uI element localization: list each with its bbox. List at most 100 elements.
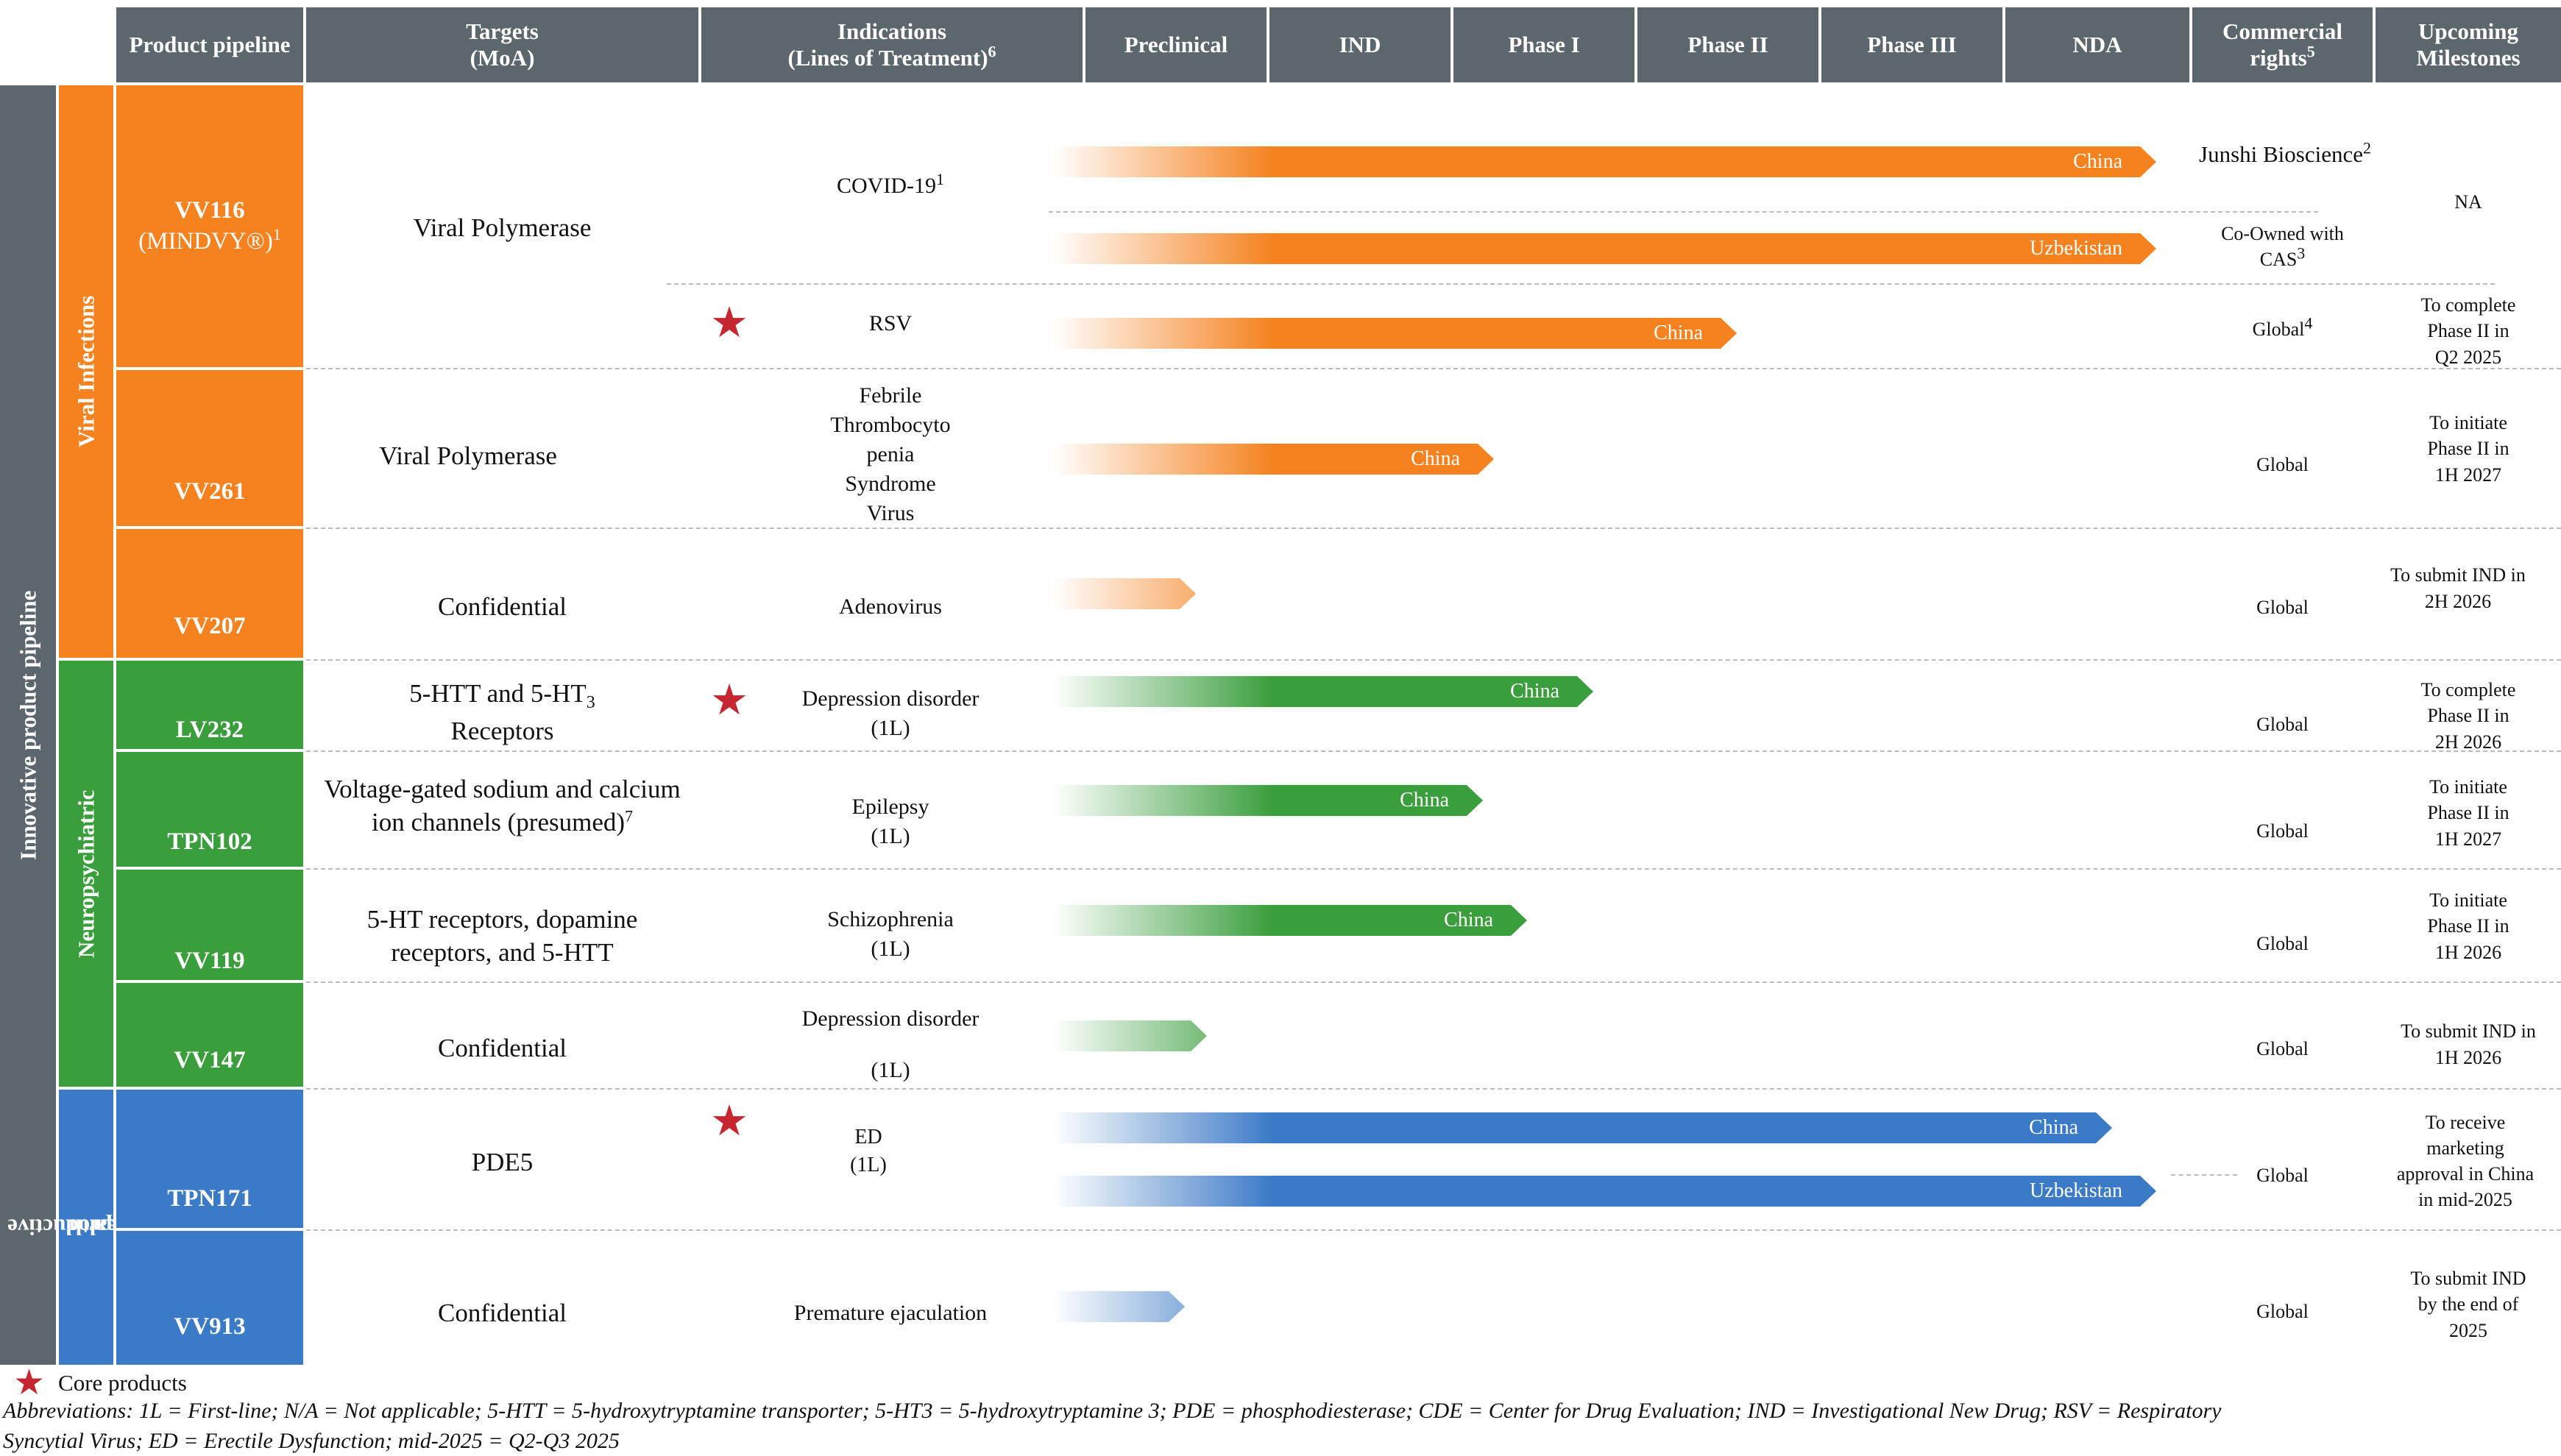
target-vv147: Confidential bbox=[438, 1034, 567, 1063]
progress-bar-vv116-rsv: China bbox=[1052, 318, 1737, 349]
bar-label: China bbox=[1400, 789, 1449, 812]
rights-vv116-covid-china: Junshi Bioscience2 bbox=[2199, 138, 2371, 167]
section-innovative-pipeline: Innovative product pipeline bbox=[0, 85, 56, 1365]
core-product-star-icon: ★ bbox=[13, 1363, 46, 1402]
category-viral-infections: Viral Infections bbox=[59, 85, 113, 658]
progress-bar-vv116-covid-china: China bbox=[1052, 146, 2156, 177]
category-reproductive-health: Reproductive health bbox=[7, 1090, 138, 1365]
milestone-vv261: To initiate Phase II in 1H 2027 bbox=[2427, 412, 2509, 486]
row-divider bbox=[667, 283, 2495, 285]
row-divider bbox=[306, 528, 2561, 529]
target-vv119: 5-HT receptors, dopamine receptors, and … bbox=[366, 904, 638, 967]
milestone-tpn102: To initiate Phase II in 1H 2027 bbox=[2427, 776, 2509, 850]
row-divider bbox=[306, 1229, 2561, 1231]
product-vv913: VV913 bbox=[116, 1231, 303, 1365]
indication-rsv: RSV bbox=[868, 310, 913, 335]
progress-bar-vv147 bbox=[1052, 1020, 1207, 1051]
header-stage-phase3: Phase III bbox=[1821, 7, 2002, 82]
bar-label: Uzbekistan bbox=[2030, 237, 2122, 260]
target-vv913: Confidential bbox=[438, 1299, 567, 1328]
rights-vv116-rsv: Global4 bbox=[2252, 313, 2313, 341]
milestone-vv147: To submit IND in 1H 2026 bbox=[2401, 1020, 2536, 1068]
milestone-lv232: To complete Phase II in 2H 2026 bbox=[2420, 679, 2516, 753]
indication-vv147: Depression disorder (1L) bbox=[801, 1006, 980, 1082]
row-divider bbox=[306, 750, 2561, 752]
rights-vv261: Global bbox=[2256, 454, 2309, 476]
row-divider bbox=[306, 368, 2561, 369]
product-tpn171: TPN171 bbox=[116, 1090, 303, 1228]
product-vv207: VV207 bbox=[116, 529, 303, 658]
progress-bar-vv119: China bbox=[1052, 905, 1527, 936]
row-divider bbox=[1049, 211, 2318, 213]
product-vv116: VV116 (MINDVY®)1 bbox=[116, 85, 303, 367]
milestone-vv913: To submit IND by the end of 2025 bbox=[2410, 1268, 2526, 1341]
header-stage-ind: IND bbox=[1269, 7, 1450, 82]
milestone-vv207: To submit IND in 2H 2026 bbox=[2390, 564, 2526, 612]
row-divider bbox=[306, 659, 2561, 661]
product-tpn102: TPN102 bbox=[116, 752, 303, 867]
header-stage-phase2: Phase II bbox=[1637, 7, 1818, 82]
progress-bar-vv116-covid-uzbekistan: Uzbekistan bbox=[1052, 233, 2156, 264]
milestone-vv119: To initiate Phase II in 1H 2026 bbox=[2427, 889, 2509, 963]
rights-vv913: Global bbox=[2256, 1301, 2309, 1323]
rights-tpn171: Global bbox=[2256, 1165, 2309, 1187]
bar-label: China bbox=[1510, 680, 1559, 703]
core-product-star-icon: ★ bbox=[710, 299, 748, 347]
indication-covid: COVID-191 bbox=[837, 169, 944, 198]
header-milestones: Upcoming Milestones bbox=[2376, 7, 2561, 82]
progress-bar-vv261: China bbox=[1052, 444, 1494, 475]
header-stage-preclinical: Preclinical bbox=[1085, 7, 1267, 82]
bar-label: China bbox=[2029, 1116, 2078, 1139]
indication-tpn171: ED (1L) bbox=[850, 1126, 887, 1176]
rights-vv147: Global bbox=[2256, 1038, 2309, 1060]
indication-adenovirus: Adenovirus bbox=[839, 594, 942, 619]
progress-bar-lv232: China bbox=[1052, 676, 1593, 707]
milestone-vv116-covid: NA bbox=[2454, 191, 2482, 213]
header-stage-phase1: Phase I bbox=[1453, 7, 1634, 82]
milestone-tpn171: To receive marketing approval in China in m… bbox=[2396, 1111, 2535, 1211]
rights-vv116-covid-uzbekistan: Co-Owned with CAS3 bbox=[2221, 222, 2344, 270]
bar-label: China bbox=[2073, 150, 2122, 173]
rights-lv232: Global bbox=[2256, 714, 2309, 736]
progress-bar-tpn102: China bbox=[1052, 785, 1483, 816]
rights-vv119: Global bbox=[2256, 933, 2309, 955]
core-product-star-icon: ★ bbox=[710, 1097, 748, 1145]
header-targets: Targets (MoA) bbox=[306, 7, 698, 82]
rights-tpn102: Global bbox=[2256, 820, 2309, 842]
rights-vv207: Global bbox=[2256, 597, 2309, 619]
progress-bar-vv913 bbox=[1052, 1291, 1185, 1322]
target-vv261: Viral Polymerase bbox=[379, 441, 557, 471]
bar-label: China bbox=[1411, 447, 1460, 470]
product-vv261: VV261 bbox=[116, 370, 303, 526]
milestone-vv116-rsv: To complete Phase II in Q2 2025 bbox=[2420, 294, 2516, 368]
row-divider bbox=[306, 868, 2561, 870]
header-stage-nda: NDA bbox=[2005, 7, 2189, 82]
indication-sftsv: Febrile Thrombocyto penia Syndrome Virus bbox=[830, 383, 951, 525]
header-product-pipeline: Product pipeline bbox=[116, 7, 303, 82]
progress-bar-vv207 bbox=[1052, 578, 1196, 609]
footnote: Abbreviations: 1L = First-line; N/A = No… bbox=[3, 1399, 2222, 1453]
indication-vv119: Schizophrenia (1L) bbox=[827, 906, 954, 962]
header-commercial-rights: Commercial rights5 bbox=[2192, 7, 2373, 82]
header-indications: Indications (Lines of Treatment)6 bbox=[701, 7, 1083, 82]
progress-bar-tpn171-uzbekistan: Uzbekistan bbox=[1052, 1176, 2156, 1207]
target-tpn102: Voltage-gated sodium and calcium ion cha… bbox=[324, 774, 681, 837]
category-neuropsychiatric: Neuropsychiatric bbox=[59, 661, 113, 1087]
legend: ★ Core products bbox=[13, 1363, 187, 1402]
target-vv207: Confidential bbox=[438, 592, 567, 622]
indication-vv913: Premature ejaculation bbox=[793, 1300, 988, 1325]
bar-label: China bbox=[1654, 322, 1703, 344]
core-product-star-icon: ★ bbox=[710, 676, 748, 724]
indication-tpn102: Epilepsy (1L) bbox=[851, 794, 929, 849]
row-divider bbox=[2171, 1174, 2237, 1176]
row-divider bbox=[306, 981, 2561, 983]
target-tpn171: PDE5 bbox=[471, 1148, 534, 1177]
product-vv147: VV147 bbox=[116, 983, 303, 1087]
legend-label: Core products bbox=[58, 1370, 187, 1396]
target-lv232: 5-HTT and 5-HT3 Receptors bbox=[409, 678, 595, 745]
product-vv119: VV119 bbox=[116, 870, 303, 980]
target-vv116: Viral Polymerase bbox=[413, 213, 592, 243]
row-divider bbox=[306, 1088, 2561, 1090]
bar-label: Uzbekistan bbox=[2030, 1179, 2122, 1202]
